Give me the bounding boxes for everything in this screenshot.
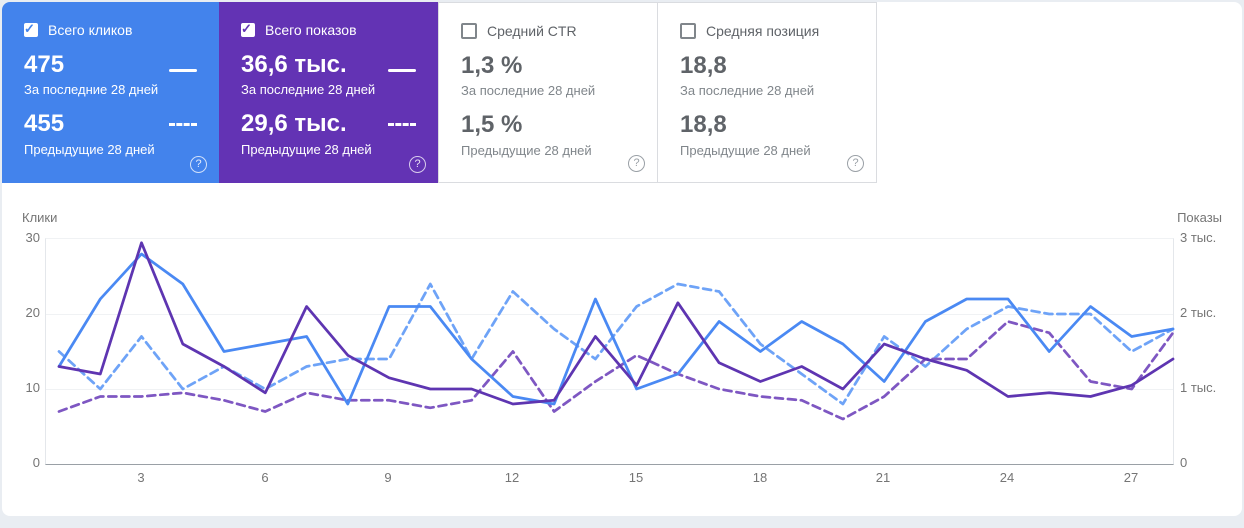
card-label: Всего кликов: [48, 22, 133, 38]
right-axis-tick: 2 тыс.: [1180, 305, 1217, 320]
current-value: 475: [24, 51, 65, 78]
right-axis-tick: 0: [1180, 455, 1188, 470]
card-label: Всего показов: [265, 22, 357, 38]
x-axis-tick: 18: [752, 470, 768, 485]
help-icon[interactable]: ?: [190, 156, 207, 173]
dashed-line-indicator: [388, 123, 416, 126]
x-axis-tick: 6: [261, 470, 269, 485]
previous-caption: Предыдущие 28 дней: [461, 142, 592, 158]
current-caption: За последние 28 дней: [680, 83, 815, 99]
card-label: Средняя позиция: [706, 23, 820, 39]
solid-line-indicator: [388, 69, 416, 72]
average-ctr-checkbox[interactable]: [461, 23, 477, 39]
left-axis-tick: 20: [25, 305, 40, 320]
previous-value: 29,6 тыс.: [241, 110, 347, 138]
series-line: [57, 241, 1175, 406]
gridline: [46, 389, 1173, 390]
right-axis-tick: 1 тыс.: [1180, 380, 1217, 395]
x-axis-tick: 3: [137, 470, 145, 485]
checkmark-icon: ✓: [241, 21, 252, 36]
chart-svg: [57, 241, 1175, 421]
card-average-position[interactable]: Средняя позиция 18,8 За последние 28 дне…: [657, 2, 877, 183]
current-caption: За последние 28 дней: [461, 83, 596, 99]
previous-caption: Предыдущие 28 дней: [680, 142, 811, 158]
left-axis-tick: 10: [25, 380, 40, 395]
checkmark-icon: ✓: [24, 21, 35, 36]
x-axis-tick: 27: [1123, 470, 1139, 485]
right-axis-tick: 3 тыс.: [1180, 230, 1217, 245]
previous-value: 1,5 %: [461, 111, 523, 139]
help-icon[interactable]: ?: [847, 155, 864, 172]
left-axis-title: Клики: [22, 210, 58, 225]
current-value: 1,3 %: [461, 52, 523, 79]
x-axis-tick: 9: [384, 470, 392, 485]
card-total-clicks[interactable]: ✓ Всего кликов 475 За последние 28 дней …: [2, 2, 219, 183]
plot-area[interactable]: [45, 238, 1175, 465]
series-line: [57, 282, 1175, 406]
current-caption: За последние 28 дней: [24, 82, 159, 98]
card-total-impressions[interactable]: ✓ Всего показов 36,6 тыс. За последние 2…: [219, 2, 438, 183]
current-value: 18,8: [680, 52, 727, 79]
solid-line-indicator: [169, 69, 197, 72]
left-axis-tick: 30: [25, 230, 40, 245]
previous-caption: Предыдущие 28 дней: [24, 141, 155, 157]
current-value: 36,6 тыс.: [241, 51, 347, 78]
previous-caption: Предыдущие 28 дней: [241, 141, 372, 157]
x-axis-tick: 12: [504, 470, 520, 485]
card-label: Средний CTR: [487, 23, 577, 39]
series-line: [57, 252, 1175, 406]
help-icon[interactable]: ?: [628, 155, 645, 172]
current-caption: За последние 28 дней: [241, 82, 376, 98]
dashed-line-indicator: [169, 123, 197, 126]
help-icon[interactable]: ?: [409, 156, 426, 173]
x-axis-tick: 21: [875, 470, 891, 485]
x-axis-tick: 15: [628, 470, 644, 485]
x-axis-tick: 24: [999, 470, 1015, 485]
card-average-ctr[interactable]: Средний CTR 1,3 % За последние 28 дней 1…: [438, 2, 658, 183]
previous-value: 455: [24, 110, 65, 138]
previous-value: 18,8: [680, 111, 727, 139]
right-axis-title: Показы: [1177, 210, 1222, 225]
gridline: [46, 314, 1173, 315]
left-axis-tick: 0: [32, 455, 40, 470]
total-impressions-checkbox[interactable]: ✓: [241, 21, 255, 37]
summary-cards: ✓ Всего кликов 475 За последние 28 дней …: [2, 2, 877, 183]
average-position-checkbox[interactable]: [680, 23, 696, 39]
series-line: [57, 320, 1175, 421]
total-clicks-checkbox[interactable]: ✓: [24, 21, 38, 37]
